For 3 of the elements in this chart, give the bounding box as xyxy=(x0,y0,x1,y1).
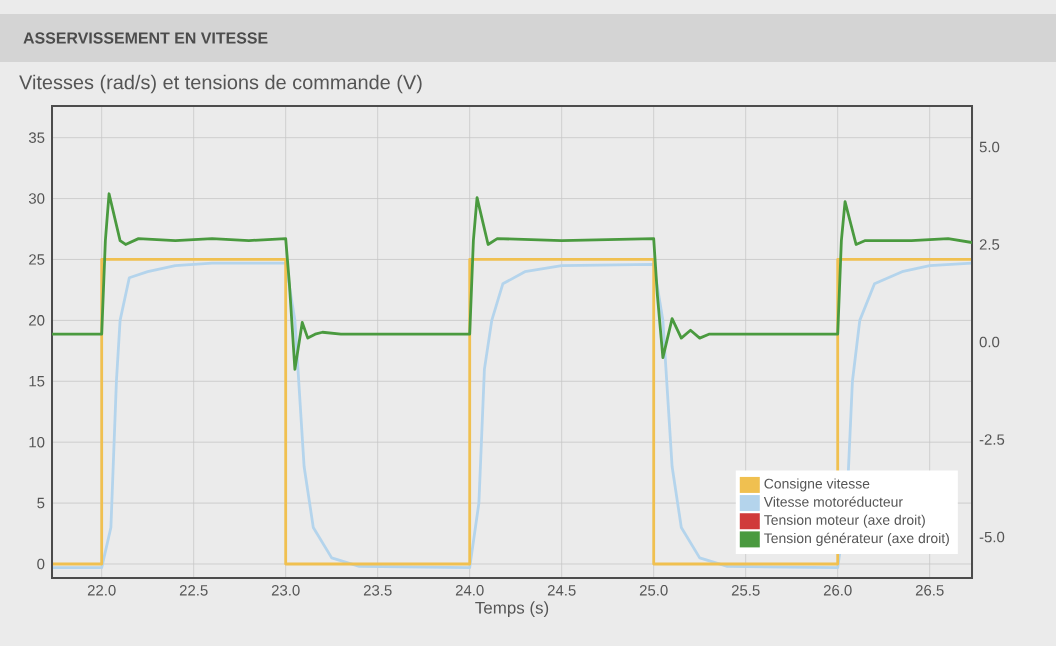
chart-subtitle: Vitesses (rad/s) et tensions de commande (V) xyxy=(19,74,422,94)
x-axis-title: Temps (s) xyxy=(475,601,549,618)
line-series xyxy=(52,192,973,371)
